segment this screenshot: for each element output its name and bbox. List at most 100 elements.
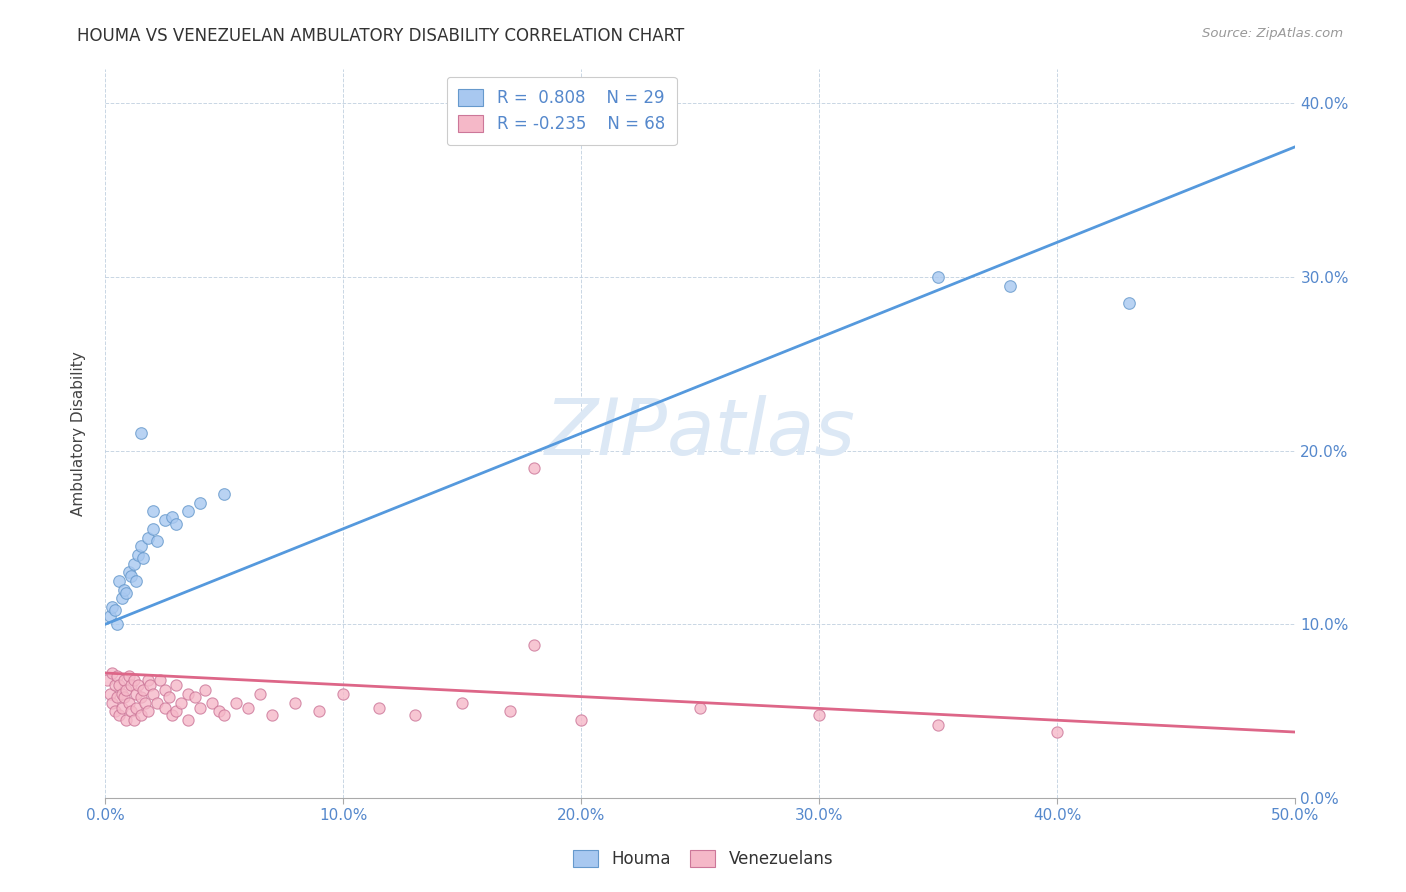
Point bbox=[284, 696, 307, 710]
Point bbox=[136, 673, 159, 687]
Point bbox=[103, 603, 125, 617]
Point bbox=[153, 683, 176, 698]
Point bbox=[1046, 725, 1069, 739]
Point bbox=[115, 586, 138, 600]
Point bbox=[160, 707, 183, 722]
Point bbox=[142, 504, 165, 518]
Point bbox=[125, 700, 148, 714]
Point bbox=[111, 700, 134, 714]
Point bbox=[118, 669, 141, 683]
Point bbox=[165, 678, 187, 692]
Point bbox=[108, 707, 131, 722]
Point bbox=[127, 678, 149, 692]
Legend: R =  0.808    N = 29, R = -0.235    N = 68: R = 0.808 N = 29, R = -0.235 N = 68 bbox=[447, 77, 676, 145]
Point bbox=[225, 696, 247, 710]
Y-axis label: Ambulatory Disability: Ambulatory Disability bbox=[72, 351, 86, 516]
Point bbox=[188, 700, 211, 714]
Point bbox=[120, 704, 142, 718]
Point bbox=[101, 696, 124, 710]
Point bbox=[149, 673, 172, 687]
Point bbox=[129, 426, 152, 441]
Point bbox=[927, 718, 949, 732]
Point bbox=[112, 582, 135, 597]
Point bbox=[122, 673, 145, 687]
Point bbox=[236, 700, 259, 714]
Point bbox=[569, 713, 592, 727]
Point bbox=[522, 638, 544, 652]
Point bbox=[136, 704, 159, 718]
Point bbox=[132, 683, 155, 698]
Point bbox=[212, 707, 235, 722]
Point bbox=[96, 673, 118, 687]
Point bbox=[1118, 296, 1140, 310]
Point bbox=[165, 704, 187, 718]
Point bbox=[201, 696, 224, 710]
Point bbox=[177, 687, 200, 701]
Point bbox=[139, 678, 162, 692]
Point bbox=[98, 608, 121, 623]
Point bbox=[111, 591, 134, 606]
Point bbox=[142, 522, 165, 536]
Point bbox=[689, 700, 711, 714]
Point bbox=[125, 687, 148, 701]
Text: Source: ZipAtlas.com: Source: ZipAtlas.com bbox=[1202, 27, 1343, 40]
Point bbox=[146, 696, 169, 710]
Point bbox=[108, 574, 131, 588]
Point bbox=[101, 599, 124, 614]
Point bbox=[120, 568, 142, 582]
Text: HOUMA VS VENEZUELAN AMBULATORY DISABILITY CORRELATION CHART: HOUMA VS VENEZUELAN AMBULATORY DISABILIT… bbox=[77, 27, 685, 45]
Point bbox=[367, 700, 389, 714]
Point bbox=[129, 707, 152, 722]
Point bbox=[212, 487, 235, 501]
Point bbox=[127, 548, 149, 562]
Point bbox=[184, 690, 207, 705]
Point bbox=[115, 683, 138, 698]
Point bbox=[177, 713, 200, 727]
Point bbox=[103, 678, 125, 692]
Point bbox=[132, 551, 155, 566]
Point bbox=[142, 687, 165, 701]
Point bbox=[136, 531, 159, 545]
Point bbox=[101, 665, 124, 680]
Point bbox=[153, 513, 176, 527]
Point bbox=[332, 687, 354, 701]
Point bbox=[111, 687, 134, 701]
Point bbox=[170, 696, 193, 710]
Point bbox=[122, 713, 145, 727]
Text: ZIPatlas: ZIPatlas bbox=[544, 395, 856, 471]
Point bbox=[153, 700, 176, 714]
Point bbox=[308, 704, 330, 718]
Point bbox=[260, 707, 283, 722]
Point bbox=[103, 704, 125, 718]
Point bbox=[208, 704, 231, 718]
Point bbox=[105, 669, 128, 683]
Point bbox=[157, 690, 180, 705]
Point bbox=[998, 278, 1021, 293]
Point bbox=[115, 713, 138, 727]
Point bbox=[134, 696, 156, 710]
Legend: Houma, Venezuelans: Houma, Venezuelans bbox=[567, 843, 839, 875]
Point bbox=[522, 461, 544, 475]
Point bbox=[249, 687, 271, 701]
Point bbox=[125, 574, 148, 588]
Point bbox=[118, 696, 141, 710]
Point bbox=[808, 707, 831, 722]
Point bbox=[129, 539, 152, 553]
Point bbox=[160, 509, 183, 524]
Point bbox=[112, 673, 135, 687]
Point bbox=[108, 678, 131, 692]
Point bbox=[122, 557, 145, 571]
Point bbox=[451, 696, 474, 710]
Point bbox=[499, 704, 522, 718]
Point bbox=[120, 678, 142, 692]
Point bbox=[188, 496, 211, 510]
Point bbox=[404, 707, 426, 722]
Point bbox=[112, 690, 135, 705]
Point bbox=[118, 566, 141, 580]
Point bbox=[177, 504, 200, 518]
Point bbox=[927, 269, 949, 284]
Point bbox=[105, 617, 128, 632]
Point bbox=[98, 687, 121, 701]
Point bbox=[146, 533, 169, 548]
Point bbox=[129, 690, 152, 705]
